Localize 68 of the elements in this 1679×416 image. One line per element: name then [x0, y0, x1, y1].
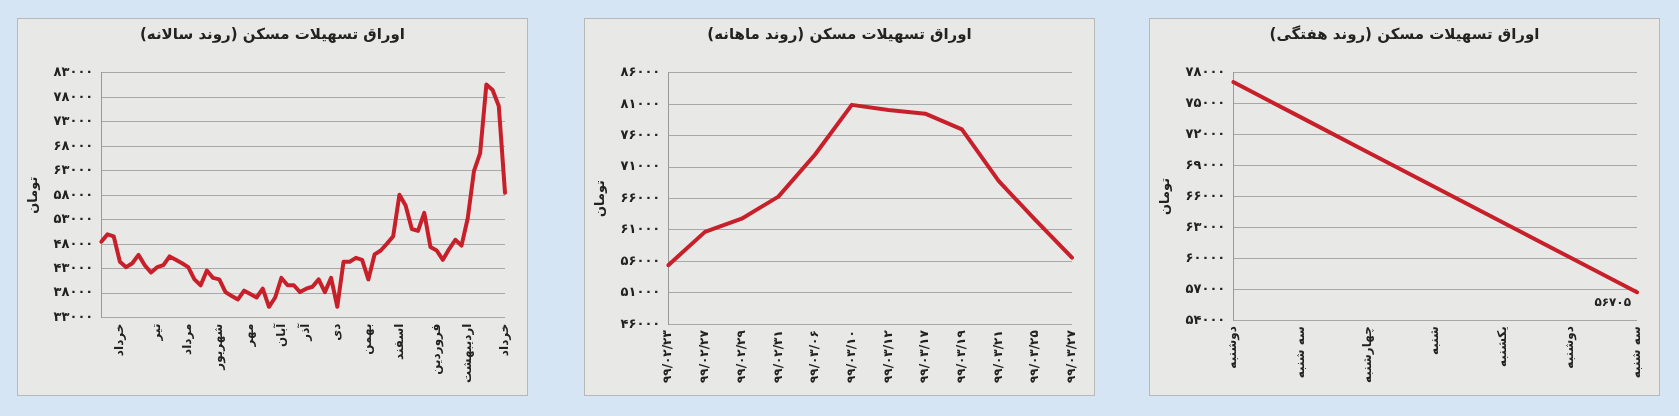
x-tick-label: ۹۹/۰۲/۲۳: [660, 329, 675, 384]
x-tick-label: مرداد: [180, 323, 195, 355]
x-tick-label: ۹۹/۰۳/۱۷: [917, 329, 932, 384]
x-tick-label: یکشنبه: [1494, 326, 1509, 367]
x-tick-label: آذر: [297, 322, 313, 342]
x-tick-label: تیر: [149, 323, 164, 342]
y-tick-label: ۳۸۰۰۰: [53, 284, 94, 300]
x-tick-label: ۹۹/۰۳/۱۹: [954, 329, 969, 384]
y-tick-label: ۷۳۰۰۰: [53, 113, 94, 129]
y-axis-title: تومان: [1157, 177, 1173, 215]
y-tick-label: ۶۳۰۰۰: [1185, 218, 1226, 234]
y-tick-label: ۶۶۰۰۰: [620, 189, 661, 205]
x-tick-label: چهارشنبه: [1359, 326, 1374, 383]
x-tick-label: ۹۹/۰۳/۲۵: [1027, 330, 1042, 384]
y-tick-label: ۳۳۰۰۰: [53, 308, 94, 324]
y-tick-label: ۶۸۰۰۰: [53, 137, 94, 153]
x-tick-label: ۹۹/۰۳/۲۱: [990, 330, 1005, 384]
x-tick-label: خرداد: [112, 323, 127, 357]
x-tick-label: ۹۹/۰۳/۰۶: [807, 330, 822, 384]
x-tick-label: دوشنبه: [1225, 326, 1241, 369]
x-tick-label: اسفند: [391, 323, 406, 360]
x-tick-label: آبان: [272, 322, 288, 347]
data-label: ۵۶۷۰۵: [1594, 295, 1631, 310]
y-tick-label: ۷۸۰۰۰: [53, 88, 94, 104]
x-tick-label: دی: [329, 323, 344, 341]
y-tick-label: ۷۸۰۰۰: [1185, 64, 1226, 80]
x-tick-label: بهمن: [360, 323, 375, 355]
x-tick-label: ۹۹/۰۲/۲۹: [733, 329, 748, 384]
y-axis-title: تومان: [25, 176, 41, 214]
y-tick-label: ۷۵۰۰۰: [1185, 95, 1226, 111]
y-tick-label: ۷۱۰۰۰: [620, 158, 661, 174]
y-axis-title: تومان: [592, 180, 608, 218]
y-tick-label: ۸۳۰۰۰: [53, 64, 94, 80]
x-tick-label: ۹۹/۰۳/۱۲: [880, 329, 895, 384]
y-tick-label: ۶۰۰۰۰: [1185, 249, 1226, 265]
y-tick-label: ۵۱۰۰۰: [620, 284, 661, 300]
y-tick-label: ۵۳۰۰۰: [53, 211, 94, 227]
y-tick-label: ۶۳۰۰۰: [53, 162, 94, 178]
x-tick-label: اردیبهشت: [459, 323, 474, 383]
y-tick-label: ۵۴۰۰۰: [1185, 311, 1226, 327]
chart-title: اوراق تسهیلات مسکن (روند ماهانه): [706, 25, 973, 43]
x-tick-label: فروردین: [428, 323, 444, 375]
y-tick-label: ۷۲۰۰۰: [1185, 126, 1226, 142]
y-tick-label: ۴۶۰۰۰: [620, 315, 661, 331]
y-tick-label: ۵۶۰۰۰: [620, 252, 661, 268]
x-tick-label: شهریور: [211, 323, 227, 371]
y-tick-label: ۸۱۰۰۰: [620, 95, 661, 111]
y-tick-label: ۵۷۰۰۰: [1185, 280, 1226, 296]
x-tick-label: ۹۹/۰۲/۲۷: [697, 329, 712, 384]
chart-title: اوراق تسهیلات مسکن (روند سالانه): [139, 25, 406, 43]
x-tick-label: خرداد: [497, 323, 512, 357]
y-tick-label: ۴۸۰۰۰: [53, 235, 94, 251]
x-tick-label: ۹۹/۰۲/۳۱: [770, 330, 785, 384]
chart-title: اوراق تسهیلات مسکن (روند هفتگی): [1268, 25, 1541, 43]
y-tick-label: ۶۹۰۰۰: [1185, 156, 1226, 172]
x-tick-label: دوشنبه: [1561, 326, 1577, 369]
x-tick-label: مهر: [242, 323, 257, 348]
y-tick-label: ۵۸۰۰۰: [53, 186, 94, 202]
x-tick-label: ۹۹/۰۳/۱۰: [843, 330, 858, 384]
x-tick-label: شنبه: [1427, 326, 1442, 356]
y-tick-label: ۷۶۰۰۰: [620, 127, 661, 143]
x-tick-label: سه شنبه: [1629, 326, 1644, 379]
x-tick-label: سه شنبه: [1292, 326, 1307, 379]
y-tick-label: ۶۱۰۰۰: [620, 221, 661, 237]
y-tick-label: ۴۳۰۰۰: [53, 260, 94, 275]
x-tick-label: ۹۹/۰۳/۲۷: [1064, 329, 1079, 384]
y-tick-label: ۶۶۰۰۰: [1185, 187, 1226, 203]
y-tick-label: ۸۶۰۰۰: [620, 64, 661, 80]
